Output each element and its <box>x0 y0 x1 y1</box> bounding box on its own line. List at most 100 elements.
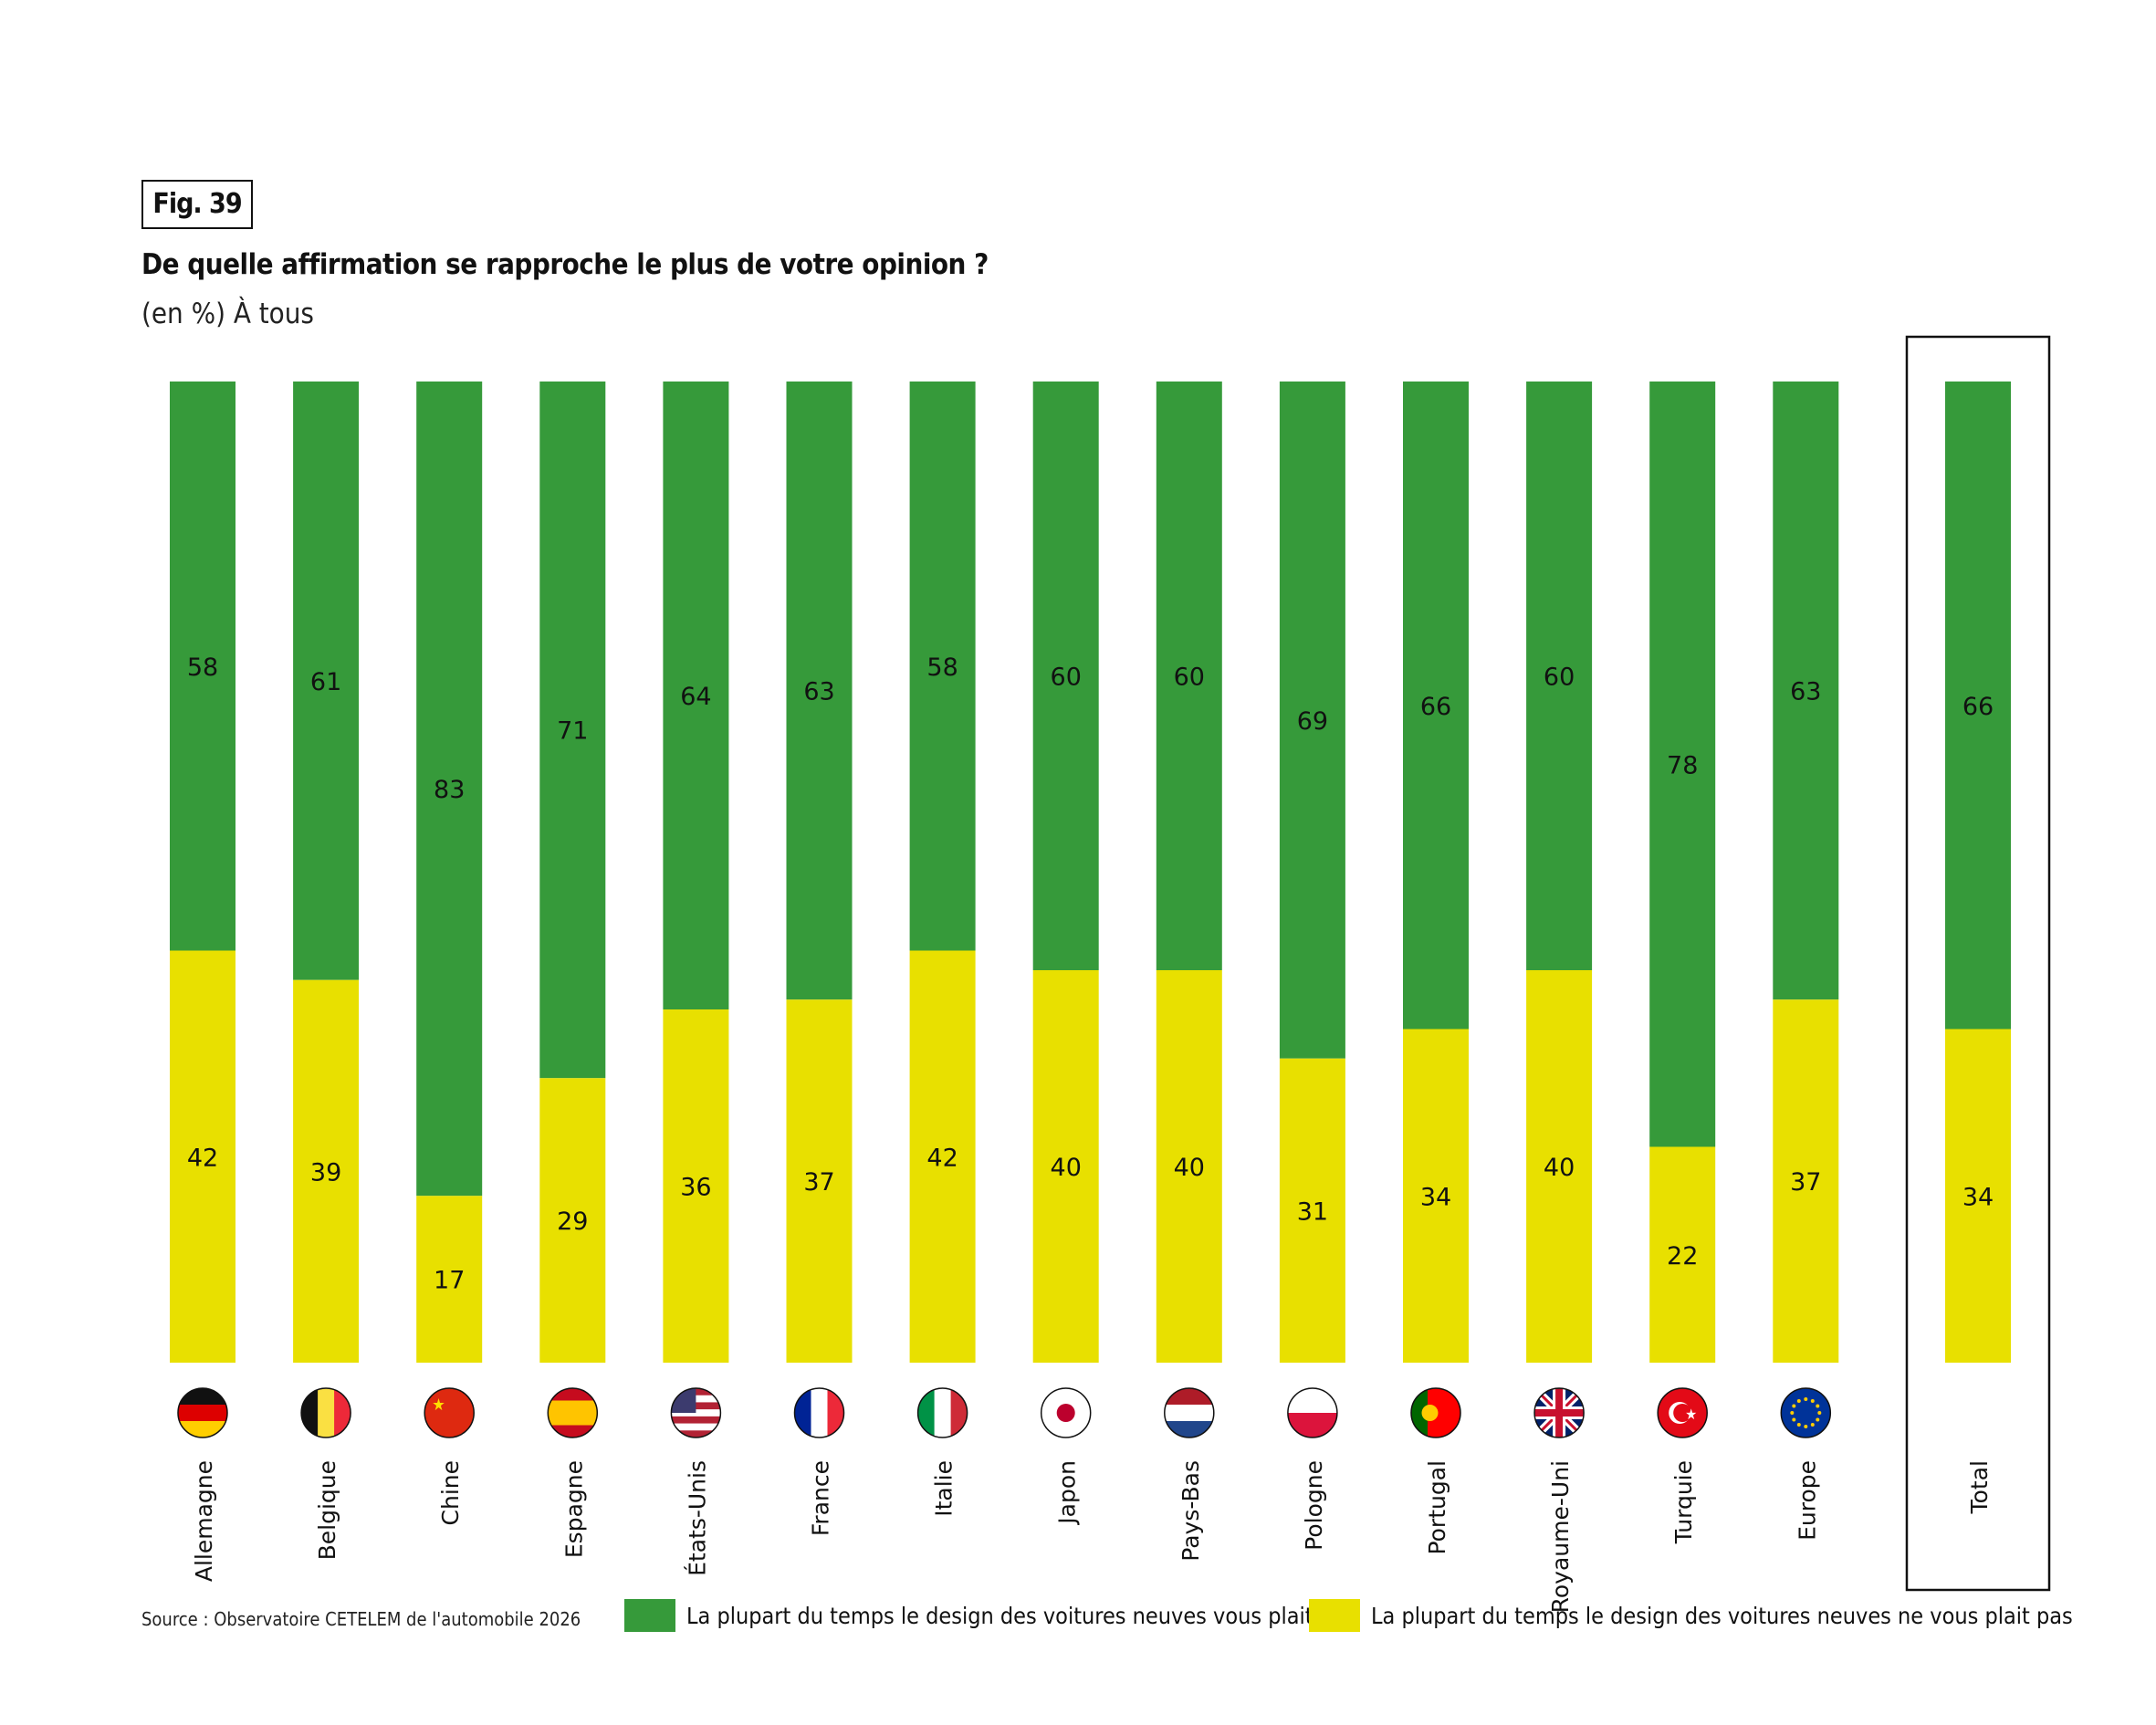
germany-flag-icon <box>177 1387 228 1438</box>
flag-body <box>1534 1388 1585 1438</box>
flag-outline <box>177 1387 228 1438</box>
bar-green-8 <box>1156 382 1222 970</box>
data-label: 37 <box>803 1168 834 1197</box>
data-label: 58 <box>187 653 218 682</box>
flag-stripe <box>548 1425 598 1438</box>
star <box>1804 1397 1808 1401</box>
bar-green-10 <box>1403 382 1469 1030</box>
flag-stripe <box>1444 1388 1460 1438</box>
bar-green-0 <box>170 382 235 951</box>
bar-yellow-6 <box>909 950 976 1363</box>
data-label: 60 <box>1051 664 1082 692</box>
flag-outline <box>1164 1387 1215 1438</box>
flag-stripe <box>811 1388 828 1438</box>
flag-stripe <box>1164 1388 1214 1406</box>
category-label: France <box>808 1460 834 1536</box>
flag-stripe <box>178 1421 227 1438</box>
category-label: Pays-Bas <box>1177 1460 1204 1562</box>
flag-stripe <box>548 1400 598 1414</box>
france-flag-icon <box>793 1387 845 1438</box>
star <box>1790 1411 1795 1415</box>
flag-stripe <box>671 1409 721 1417</box>
data-label: 40 <box>1051 1154 1082 1182</box>
bar-green-14 <box>1945 382 2011 1030</box>
star: ★ <box>1685 1406 1697 1423</box>
legend-item-dislikes: La plupart du temps le design des voitur… <box>1309 1599 2073 1632</box>
chart-subtitle: (en %) À tous <box>141 298 314 330</box>
legend-item-likes: La plupart du temps le design des voitur… <box>624 1599 1313 1632</box>
japan-flag-icon <box>1040 1387 1092 1438</box>
flag-body <box>178 1388 227 1438</box>
bar-yellow-11 <box>1526 970 1593 1363</box>
bar-yellow-12 <box>1649 1146 1716 1363</box>
data-label: 40 <box>1544 1154 1575 1182</box>
category-label: Chine <box>437 1460 464 1525</box>
sun <box>1056 1404 1075 1422</box>
flag-outline <box>1780 1387 1832 1438</box>
flag-outline <box>670 1387 722 1438</box>
bar-yellow-5 <box>786 999 853 1363</box>
data-label: 31 <box>1297 1197 1328 1226</box>
bar-green-2 <box>416 382 483 1197</box>
flag-stripe <box>424 1388 475 1438</box>
bar-yellow-3 <box>539 1078 606 1363</box>
flag-stripe <box>950 1388 968 1438</box>
star <box>1796 1399 1801 1404</box>
bar-green-1 <box>293 382 360 980</box>
flag-stripe <box>671 1423 721 1431</box>
star <box>1796 1422 1801 1427</box>
category-label: Royaume-Uni <box>1547 1460 1574 1613</box>
bar-green-5 <box>786 382 853 1000</box>
flag-stripe <box>334 1388 351 1438</box>
bar-yellow-10 <box>1403 1029 1469 1363</box>
data-label: 66 <box>1420 693 1451 721</box>
bar-green-3 <box>539 382 606 1079</box>
bar-green-9 <box>1279 382 1345 1059</box>
italy-flag-icon <box>916 1387 968 1438</box>
flag-body <box>301 1388 351 1438</box>
flag-stripe <box>1164 1421 1214 1438</box>
netherlands-flag-icon <box>1164 1387 1215 1438</box>
flag-body <box>1781 1388 1831 1438</box>
emblem <box>1421 1405 1439 1421</box>
data-label: 34 <box>1420 1183 1451 1211</box>
category-label: Belgique <box>314 1460 340 1560</box>
bar-yellow-1 <box>293 979 360 1363</box>
bar-green-6 <box>909 382 976 951</box>
bar-yellow-14 <box>1945 1029 2011 1363</box>
usa-flag-icon <box>670 1387 722 1438</box>
data-label: 22 <box>1667 1242 1698 1270</box>
uk-flag-icon <box>1533 1387 1585 1438</box>
flag-stripe <box>934 1388 952 1438</box>
data-label: 63 <box>1790 678 1821 706</box>
data-label: 83 <box>434 776 465 804</box>
flag-body: ★ <box>424 1388 475 1438</box>
data-label: 71 <box>557 717 588 746</box>
flag-stripe <box>917 1388 936 1438</box>
data-label: 42 <box>926 1144 958 1172</box>
flag-stripe <box>1287 1413 1337 1438</box>
flag-outline <box>424 1387 475 1438</box>
bar-yellow-4 <box>663 1009 729 1363</box>
data-label: 60 <box>1544 664 1575 692</box>
category-label: Pologne <box>1301 1460 1327 1551</box>
data-label: 42 <box>187 1144 218 1172</box>
category-label: Portugal <box>1424 1460 1450 1555</box>
category-label: Japon <box>1054 1460 1081 1526</box>
figure-label: Fig. 39 <box>141 180 253 229</box>
flag-stripe <box>827 1388 844 1438</box>
data-label: 69 <box>1297 707 1328 736</box>
data-label: 17 <box>434 1267 465 1295</box>
data-label: 64 <box>680 683 711 711</box>
flag-stripe <box>178 1405 227 1422</box>
flag-outline <box>1657 1387 1708 1438</box>
data-label: 36 <box>680 1174 711 1202</box>
flag-stripe <box>318 1388 335 1438</box>
flag-outline <box>793 1387 845 1438</box>
flag-stripe <box>548 1413 598 1426</box>
star <box>1816 1404 1820 1408</box>
category-label: Allemagne <box>191 1460 217 1582</box>
cross <box>1534 1388 1585 1438</box>
belgium-flag-icon <box>300 1387 351 1438</box>
flag-body <box>671 1388 721 1438</box>
